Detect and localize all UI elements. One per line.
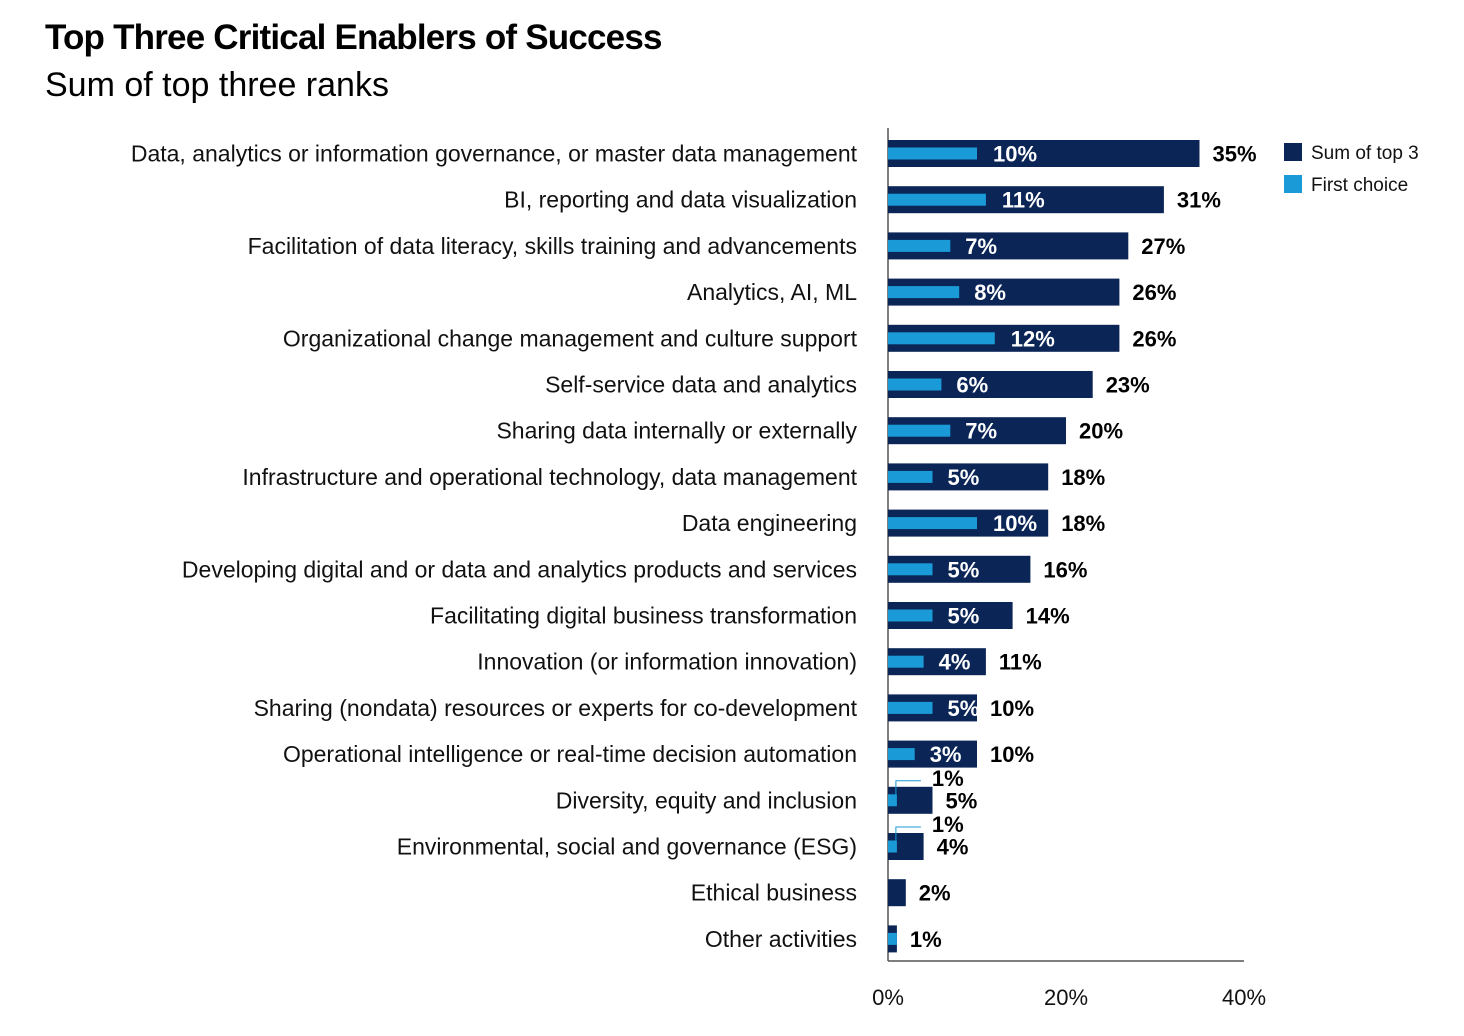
first-choice-value-label: 12% [1011, 326, 1055, 351]
first-choice-bar [888, 378, 942, 391]
first-choice-value-label: 7% [965, 419, 997, 444]
sum-value-label: 27% [1141, 234, 1185, 259]
first-choice-bar [888, 286, 960, 299]
first-choice-value-label: 7% [965, 234, 997, 259]
category-label: Ethical business [691, 880, 857, 906]
sum-value-label: 18% [1061, 511, 1105, 536]
first-choice-bar [888, 239, 951, 252]
x-tick-label: 0% [872, 985, 904, 1010]
legend-swatch-first-choice [1284, 175, 1302, 193]
sum-value-label: 5% [946, 788, 978, 813]
first-choice-value-label: 5% [948, 696, 980, 721]
category-label: Diversity, equity and inclusion [556, 787, 857, 813]
category-label: Infrastructure and operational technolog… [242, 464, 857, 490]
first-choice-bar [888, 609, 933, 622]
first-choice-value-label: 1% [932, 766, 964, 791]
sum-value-label: 20% [1079, 419, 1123, 444]
first-choice-bar [888, 701, 933, 714]
sum-value-label: 2% [919, 881, 951, 906]
sum-value-label: 35% [1213, 142, 1257, 167]
first-choice-value-label: 8% [974, 280, 1006, 305]
first-choice-bar [888, 424, 951, 437]
chart-title: Top Three Critical Enablers of Success [45, 18, 662, 57]
category-label: Operational intelligence or real-time de… [283, 741, 857, 767]
first-choice-bar [888, 193, 986, 206]
legend-label-first-choice: First choice [1311, 175, 1408, 196]
category-label: Developing digital and or data and analy… [182, 556, 857, 582]
category-label: Facilitating digital business transforma… [430, 603, 857, 629]
first-choice-bar [888, 147, 977, 160]
first-choice-value-label: 11% [1002, 188, 1045, 213]
first-choice-leader-line [895, 780, 921, 801]
first-choice-bar [888, 794, 897, 807]
first-choice-bar [888, 470, 933, 483]
first-choice-value-label: 10% [993, 142, 1037, 167]
sum-value-label: 26% [1132, 326, 1176, 351]
first-choice-leader-line [895, 826, 921, 847]
sum-value-label: 31% [1177, 188, 1221, 213]
sum-of-top3-bar [888, 879, 906, 907]
sum-value-label: 18% [1061, 465, 1105, 490]
first-choice-value-label: 6% [956, 373, 988, 398]
sum-value-label: 26% [1132, 280, 1176, 305]
first-choice-bar [888, 655, 924, 668]
x-tick-label: 20% [1044, 985, 1088, 1010]
x-tick-label: 40% [1222, 985, 1266, 1010]
category-label: Environmental, social and governance (ES… [397, 834, 857, 860]
category-label: Sharing (nondata) resources or experts f… [254, 695, 858, 721]
first-choice-bar [888, 932, 897, 945]
category-label: Innovation (or information innovation) [477, 649, 857, 675]
legend-label-sum-of-top3: Sum of top 3 [1311, 143, 1419, 164]
category-label: Sharing data internally or externally [496, 418, 857, 444]
first-choice-value-label: 5% [948, 604, 980, 629]
first-choice-bar [888, 748, 915, 761]
sum-value-label: 1% [910, 927, 942, 952]
first-choice-bar [888, 840, 897, 853]
category-label: BI, reporting and data visualization [504, 187, 857, 213]
category-label: Data, analytics or information governanc… [131, 141, 858, 167]
category-label: Self-service data and analytics [545, 372, 857, 398]
sum-value-label: 23% [1106, 373, 1150, 398]
chart-subtitle: Sum of top three ranks [45, 66, 389, 104]
sum-value-label: 10% [990, 742, 1034, 767]
sum-value-label: 14% [1026, 604, 1070, 629]
legend-swatch-sum-of-top3 [1284, 143, 1302, 161]
category-label: Analytics, AI, ML [687, 279, 857, 305]
sum-value-label: 11% [999, 650, 1042, 675]
first-choice-value-label: 10% [993, 511, 1037, 536]
first-choice-bar [888, 332, 995, 345]
category-label: Facilitation of data literacy, skills tr… [248, 233, 857, 259]
category-label: Other activities [705, 926, 857, 952]
sum-value-label: 16% [1043, 557, 1087, 582]
first-choice-value-label: 5% [948, 557, 980, 582]
first-choice-bar [888, 517, 977, 530]
first-choice-value-label: 3% [930, 742, 962, 767]
sum-value-label: 10% [990, 696, 1034, 721]
first-choice-value-label: 4% [939, 650, 971, 675]
category-label: Data engineering [682, 510, 857, 536]
sum-value-label: 4% [937, 835, 969, 860]
first-choice-value-label: 5% [948, 465, 980, 490]
first-choice-value-label: 1% [932, 812, 964, 837]
first-choice-bar [888, 563, 933, 576]
category-label: Organizational change management and cul… [283, 325, 858, 351]
